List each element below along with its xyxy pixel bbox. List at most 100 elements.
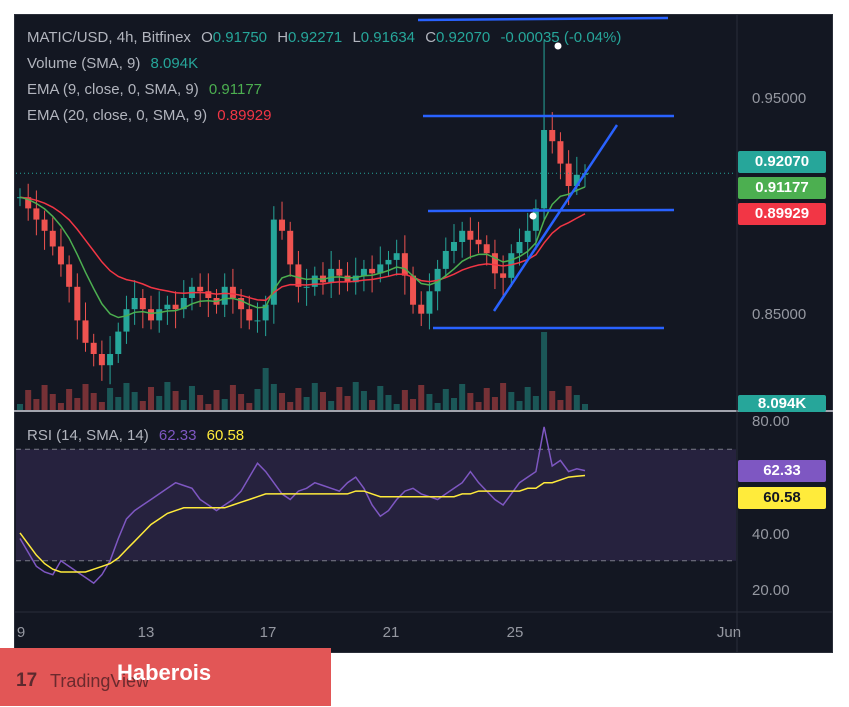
candle-body	[279, 219, 286, 231]
volume-bar	[205, 404, 212, 410]
rsi-tick-80: 80.00	[752, 413, 790, 430]
chart-frame[interactable]	[14, 14, 833, 653]
rsi-tick-20: 20.00	[752, 582, 790, 599]
candle-body	[418, 304, 425, 314]
volume-value: 8.094K	[150, 55, 199, 72]
candle-body	[369, 268, 376, 274]
volume-legend: Volume (SMA, 9) 8.094K	[27, 55, 204, 72]
resistance-line-top	[417, 16, 669, 22]
ema20-line	[19, 196, 586, 302]
trendline-anchor-dot	[529, 212, 537, 220]
candle-body	[90, 342, 97, 354]
rsi-value-text: 62.33	[158, 427, 197, 444]
candle-body	[123, 309, 130, 332]
volume-label: Volume (SMA, 9)	[27, 55, 141, 72]
candle-body	[172, 304, 179, 310]
trendline-anchor-dot-top	[554, 42, 562, 50]
low-label: L	[352, 29, 361, 46]
volume-bar	[295, 388, 302, 410]
candle-body	[352, 275, 359, 283]
candle-body	[410, 275, 417, 305]
ema20-value: 0.89929	[217, 107, 272, 124]
volume-bar	[459, 384, 466, 410]
ema20-label: EMA (20, close, 0, SMA, 9)	[27, 107, 208, 124]
x-tick-17: 17	[259, 624, 277, 641]
volume-bar	[541, 332, 548, 410]
candle-body	[565, 163, 572, 186]
volume-bar	[74, 398, 81, 410]
candle-body	[131, 298, 138, 310]
volume-bar	[549, 391, 556, 410]
volume-bar	[516, 401, 523, 410]
volume-bar	[508, 392, 515, 410]
publisher-name: Haberois	[117, 660, 212, 685]
candle-body	[33, 208, 40, 220]
volume-bar	[311, 383, 318, 410]
volume-bar	[33, 399, 40, 410]
rsi-tick-40: 40.00	[752, 526, 790, 543]
publisher-badge	[0, 648, 331, 706]
high-label: H	[277, 29, 289, 46]
candle-body	[516, 242, 523, 254]
volume-bar	[90, 393, 97, 410]
candle-body	[41, 219, 48, 231]
volume-bar	[434, 403, 441, 410]
candle-body	[557, 141, 564, 164]
volume-bar	[565, 386, 572, 410]
volume-bar	[557, 400, 564, 410]
volume-bar	[25, 390, 32, 410]
volume-bar	[582, 404, 588, 410]
x-tick-13: 13	[137, 624, 155, 641]
candle-body	[246, 309, 253, 321]
volume-bar	[426, 394, 433, 410]
volume-bar	[410, 399, 417, 410]
volume-bar	[532, 396, 539, 410]
volume-bar	[98, 402, 105, 410]
volume-bar	[483, 388, 490, 410]
volume-bar	[270, 384, 277, 410]
candle-body	[49, 230, 56, 247]
candle-body	[483, 244, 490, 254]
x-tick-25: 25	[506, 624, 524, 641]
rsi-sma-price-tag: 60.58	[738, 487, 826, 509]
volume-bar	[156, 396, 163, 410]
ema9-line	[19, 186, 586, 319]
volume-price-tag: 8.094K	[738, 395, 826, 412]
candle-body	[360, 268, 367, 276]
candle-body	[442, 250, 449, 269]
volume-bar	[442, 389, 449, 410]
volume-bar	[115, 397, 122, 410]
candle-body	[549, 130, 556, 142]
rsi-sma-line	[19, 474, 586, 573]
volume-bar	[254, 389, 261, 410]
candle-body	[115, 331, 122, 354]
ascending-trendline	[492, 124, 619, 312]
volume-bar	[262, 368, 269, 410]
y-tick-095: 0.95000	[752, 90, 807, 107]
volume-bar	[107, 388, 114, 410]
volume-bar	[524, 387, 531, 410]
candle-body	[270, 219, 277, 305]
candle-body	[532, 208, 539, 231]
rsi-label: RSI (14, SMA, 14)	[27, 427, 149, 444]
rsi-line	[19, 426, 586, 585]
volume-bar	[82, 384, 89, 410]
volume-bar	[360, 391, 367, 410]
volume-bar	[148, 387, 155, 410]
candle-body	[450, 242, 457, 251]
candle-body	[311, 275, 318, 287]
candle-body	[74, 286, 81, 321]
candle-body	[401, 253, 408, 276]
close-price-tag: 0.92070	[738, 151, 826, 173]
volume-bar	[377, 386, 384, 410]
open-label: O	[201, 29, 213, 46]
candle-body	[180, 298, 187, 310]
volume-bar	[229, 385, 236, 410]
volume-bar	[303, 397, 310, 410]
candle-body	[336, 268, 343, 276]
ema9-label: EMA (9, close, 0, SMA, 9)	[27, 81, 199, 98]
candle-body	[254, 320, 261, 322]
volume-bar	[491, 397, 498, 410]
rsi-sma-value-text: 60.58	[206, 427, 245, 444]
